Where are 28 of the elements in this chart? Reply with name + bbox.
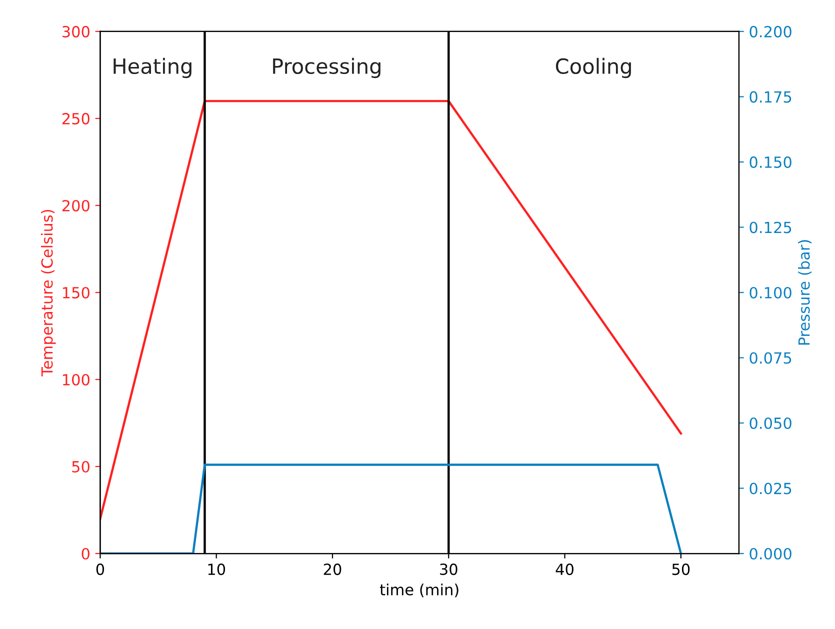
x-axis-title: time (min): [380, 584, 458, 598]
y-axis-title: Temperature (Celsius): [40, 210, 56, 376]
y-tick-label: 200: [62, 200, 90, 212]
annotation: Heating: [114, 58, 192, 78]
annotation: Cooling: [556, 58, 631, 78]
y2-tick-label: 0.050: [750, 417, 792, 430]
y-tick-label: 150: [62, 286, 90, 299]
y2-axis-title: Pressure (bar): [798, 240, 812, 345]
y2-tick-label: 0.175: [750, 91, 792, 103]
x-tick-label: 40: [556, 564, 574, 576]
y-tick-label: 100: [62, 374, 90, 386]
y-tick-label: 250: [62, 112, 90, 124]
annotation: Processing: [273, 58, 380, 78]
y2-tick-label: 0.100: [750, 286, 792, 299]
x-tick-label: 20: [324, 564, 342, 576]
y2-tick-label: 0.075: [750, 352, 792, 364]
x-tick-label: 50: [672, 564, 690, 576]
y2-tick-label: 0.025: [750, 482, 792, 494]
y2-tick-label: 0.150: [750, 156, 792, 168]
y-tick-label: 0: [82, 548, 90, 560]
y-tick-label: 300: [62, 26, 90, 38]
y2-tick-label: 0.000: [750, 548, 792, 560]
y-tick-label: 50: [72, 460, 90, 473]
x-tick-label: 10: [208, 564, 226, 576]
x-tick-label: 30: [440, 564, 458, 576]
y2-tick-label: 0.125: [750, 222, 792, 234]
x-tick-label: 0: [96, 564, 104, 576]
y2-tick-label: 0.200: [750, 26, 792, 38]
